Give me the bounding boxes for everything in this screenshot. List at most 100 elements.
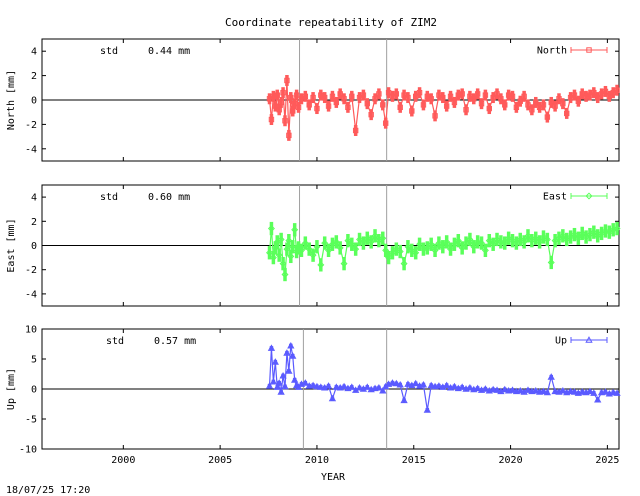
data-point xyxy=(289,352,297,359)
y-tick-label: 0 xyxy=(31,385,37,396)
data-point xyxy=(462,239,470,247)
data-point xyxy=(485,237,493,245)
data-point xyxy=(420,102,427,108)
data-point xyxy=(547,373,555,380)
data-point xyxy=(392,379,400,387)
data-point xyxy=(458,383,466,390)
data-point xyxy=(305,245,313,253)
data-point xyxy=(360,92,367,98)
data-point xyxy=(454,237,462,245)
data-point xyxy=(380,102,386,108)
data-point xyxy=(277,235,285,243)
data-point xyxy=(544,114,551,120)
data-point xyxy=(528,387,536,395)
data-point xyxy=(552,103,558,109)
data-point xyxy=(285,237,293,245)
data-point xyxy=(601,227,609,235)
std-label: std xyxy=(100,46,118,57)
y-axis-label: East [mm] xyxy=(6,218,17,272)
data-point xyxy=(267,225,275,233)
data-point xyxy=(324,382,333,389)
y-tick-label: 2 xyxy=(31,217,37,228)
data-point xyxy=(314,105,320,112)
data-point xyxy=(317,383,325,390)
data-point xyxy=(428,96,434,102)
data-point xyxy=(393,91,400,97)
std-label: std xyxy=(106,336,124,347)
data-point xyxy=(289,243,297,251)
data-point xyxy=(539,233,547,241)
series-line-up xyxy=(268,345,618,411)
y-tick-label: 0 xyxy=(31,96,37,107)
x-tick-label: 2000 xyxy=(111,455,135,466)
data-point xyxy=(539,387,548,395)
data-point xyxy=(543,388,552,396)
data-point xyxy=(340,382,348,390)
data-point xyxy=(419,380,428,388)
data-point xyxy=(408,246,416,254)
data-point xyxy=(570,388,579,395)
legend-label: Up xyxy=(555,336,567,347)
data-point xyxy=(481,385,490,392)
legend-marker xyxy=(585,192,593,200)
x-tick-label: 2010 xyxy=(305,455,329,466)
data-point xyxy=(474,384,482,392)
data-point xyxy=(440,94,446,101)
data-point xyxy=(590,228,598,236)
data-point xyxy=(447,245,455,253)
data-point xyxy=(578,229,586,237)
data-point xyxy=(482,92,489,98)
data-point xyxy=(529,107,535,113)
y-axis-label: North [mm] xyxy=(6,70,17,130)
data-point xyxy=(321,239,329,247)
data-point xyxy=(273,383,281,390)
data-point xyxy=(439,243,447,251)
data-point xyxy=(432,113,438,119)
data-point xyxy=(524,386,532,393)
data-point xyxy=(306,102,312,108)
data-point xyxy=(280,89,286,96)
data-point xyxy=(451,99,458,106)
data-point xyxy=(560,100,566,107)
data-point xyxy=(325,246,333,254)
data-point xyxy=(283,349,291,356)
data-point xyxy=(388,249,396,257)
data-point xyxy=(404,243,412,251)
data-point xyxy=(305,382,313,389)
data-point xyxy=(512,239,520,247)
data-point xyxy=(536,238,544,246)
data-point xyxy=(489,240,497,248)
data-point xyxy=(613,389,621,396)
data-point xyxy=(269,254,277,262)
data-point xyxy=(400,260,408,268)
data-point xyxy=(388,379,397,386)
data-point xyxy=(356,235,364,243)
data-point xyxy=(348,240,356,248)
data-point xyxy=(508,237,517,245)
data-point xyxy=(340,260,348,268)
data-point xyxy=(470,243,478,251)
data-point xyxy=(363,234,371,242)
data-point xyxy=(285,367,293,374)
data-point xyxy=(302,93,309,100)
data-point xyxy=(520,238,528,246)
data-point xyxy=(348,383,356,390)
std-value: 0.57 mm xyxy=(154,336,196,347)
data-point xyxy=(271,358,279,365)
data-point xyxy=(344,237,352,245)
data-point xyxy=(466,235,474,243)
data-point xyxy=(463,107,469,113)
footer-timestamp: 18/07/25 17:20 xyxy=(6,485,90,496)
data-point xyxy=(283,245,291,253)
data-point xyxy=(431,382,439,390)
data-point xyxy=(547,258,555,266)
data-point xyxy=(497,238,505,246)
data-point xyxy=(332,383,340,390)
data-point xyxy=(613,225,621,233)
data-point xyxy=(279,371,287,379)
data-point xyxy=(379,386,387,394)
data-point xyxy=(508,386,517,393)
data-point xyxy=(578,388,586,395)
legend-label: East xyxy=(543,192,567,203)
data-point xyxy=(379,234,387,242)
